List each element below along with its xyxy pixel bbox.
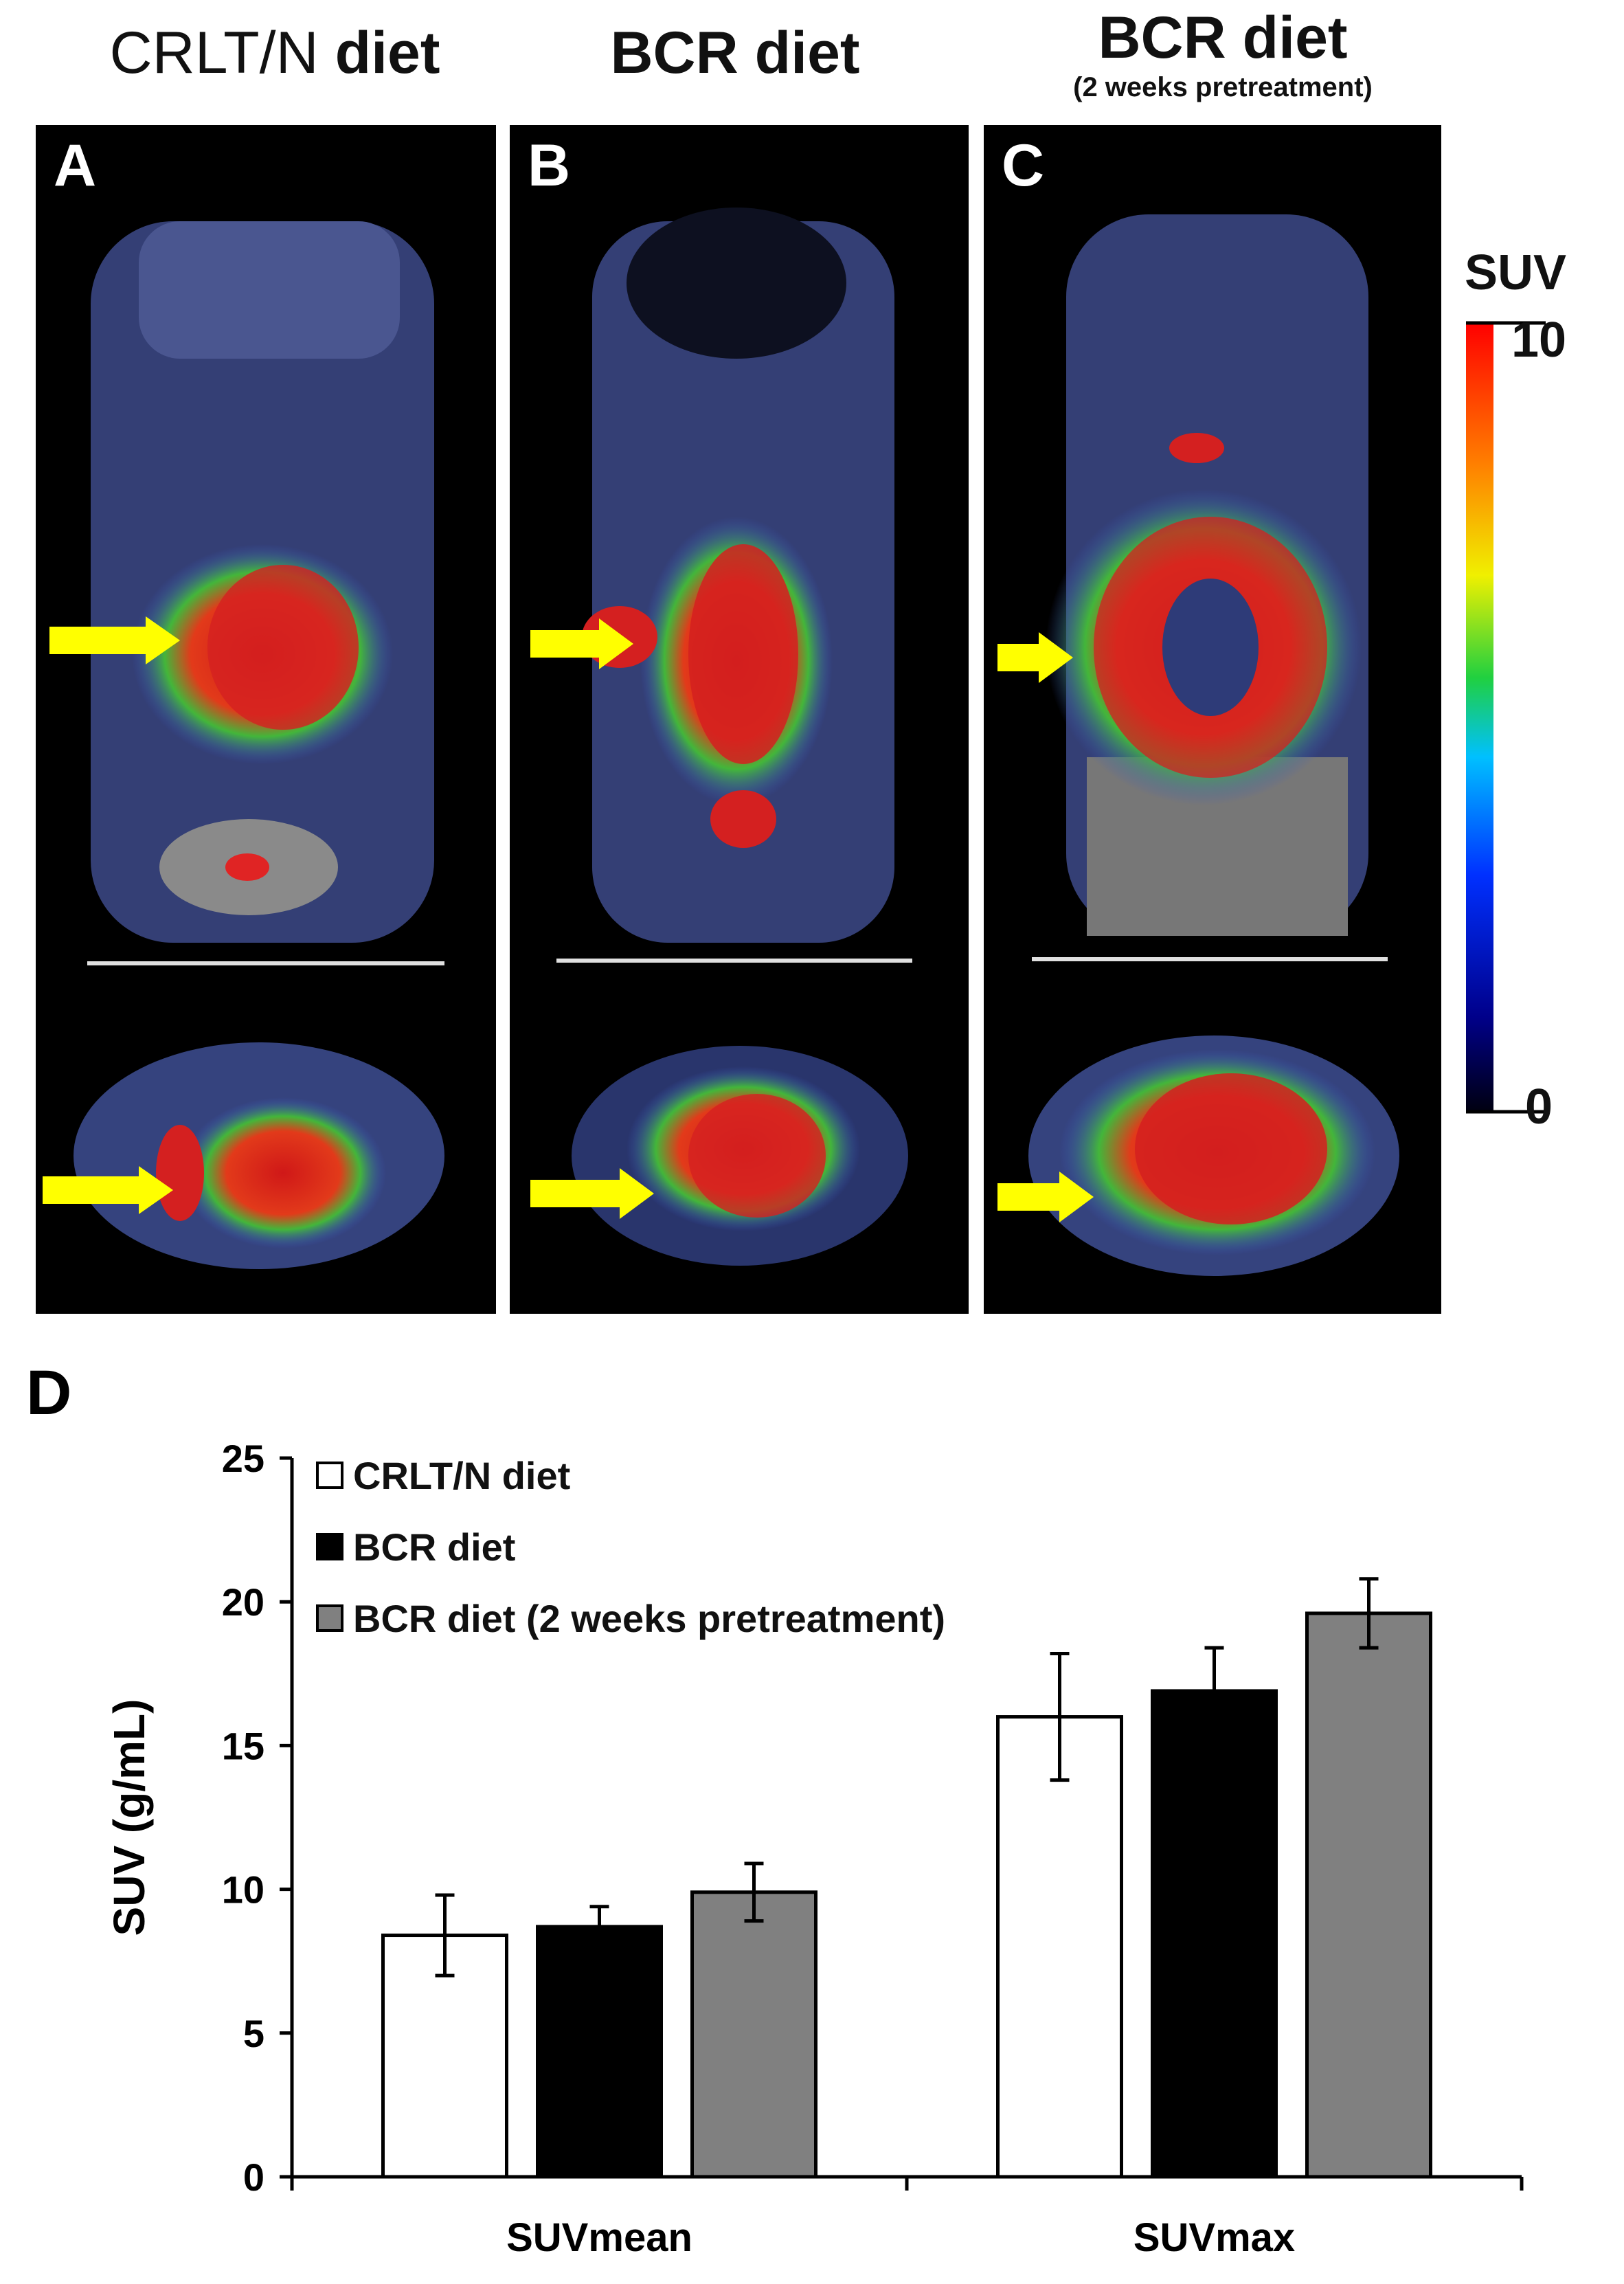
colorbar — [1466, 321, 1546, 1114]
legend-item-bcr: BCR diet — [316, 1511, 945, 1582]
panel-letter-c: C — [1002, 133, 1045, 199]
y-tick-label: 10 — [222, 1868, 264, 1912]
x-category-label: SUVmax — [1134, 2215, 1295, 2260]
y-tick-label: 20 — [222, 1580, 264, 1624]
bar — [690, 1890, 817, 2179]
pet-image-b — [530, 208, 912, 1266]
y-tick-label: 0 — [243, 2156, 264, 2199]
bar — [996, 1715, 1123, 2179]
pet-panel-b: B — [510, 125, 969, 1314]
legend-label-bcr: BCR diet — [353, 1525, 516, 1569]
colorbar-max-label: 10 — [1511, 313, 1567, 368]
column-title-b: BCR diet — [501, 19, 969, 87]
bar — [536, 1925, 663, 2179]
y-tick-label: 5 — [243, 2012, 264, 2055]
bar-chart: 0 5 10 15 20 25 SUV (g/mL) SUVmean SUVmax — [104, 1437, 1524, 2260]
pet-image-c — [997, 214, 1399, 1276]
colorbar-title: SUV — [1465, 245, 1567, 300]
legend-item-bcr-pretreat: BCR diet (2 weeks pretreatment) — [316, 1582, 945, 1654]
legend-item-crlt: CRLT/N diet — [316, 1440, 945, 1511]
y-tick-label: 15 — [222, 1724, 264, 1767]
bar — [1151, 1689, 1278, 2179]
legend-label-crlt: CRLT/N diet — [353, 1453, 571, 1497]
legend-swatch-bcr-pretreat — [316, 1604, 343, 1632]
y-tick-label: 25 — [222, 1437, 264, 1480]
x-category-label: SUVmean — [506, 2215, 692, 2260]
panel-letter-b: B — [528, 133, 571, 199]
column-title-c: BCR diet (2 weeks pretreatment) — [989, 4, 1456, 103]
chart-legend: CRLT/N diet BCR diet BCR diet (2 weeks p… — [316, 1440, 945, 1654]
colorbar-min-label: 0 — [1525, 1079, 1553, 1134]
pet-panel-c: C — [984, 125, 1441, 1314]
column-title-c-text: BCR diet — [1098, 5, 1348, 71]
legend-label-bcr-pretreat: BCR diet (2 weeks pretreatment) — [353, 1596, 946, 1640]
panel-letter-d: D — [26, 1358, 72, 1428]
column-title-a: CRLT/N diet — [41, 19, 508, 87]
pet-image-a — [43, 221, 444, 1269]
y-axis-label: SUV (g/mL) — [104, 1699, 154, 1936]
legend-swatch-crlt — [316, 1462, 343, 1489]
pet-panel-a: A — [36, 125, 496, 1314]
legend-swatch-bcr — [316, 1533, 343, 1560]
bar — [1305, 1611, 1432, 2179]
column-title-b-text: BCR diet — [610, 20, 860, 86]
column-title-a-part2: diet — [335, 20, 440, 86]
column-title-a-part1: CRLT/N — [109, 20, 319, 86]
panel-letter-a: A — [54, 133, 97, 199]
column-title-c-subtitle: (2 weeks pretreatment) — [1073, 72, 1373, 102]
